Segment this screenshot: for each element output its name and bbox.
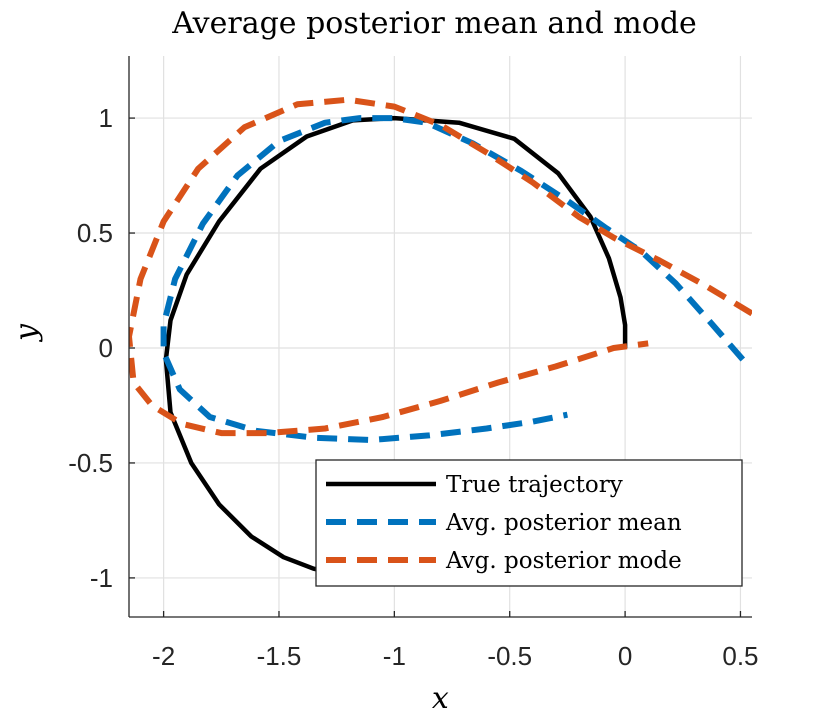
x-tick-label: -1 [383, 641, 406, 671]
x-tick-label: -0.5 [487, 641, 532, 671]
x-tick-label: 0 [618, 641, 632, 671]
y-tick-label: 0.5 [77, 218, 113, 248]
x-tick-label: -2 [152, 641, 175, 671]
legend-label-1: True trajectory [446, 472, 623, 498]
y-tick-label: 0 [99, 333, 113, 363]
axes [128, 56, 752, 618]
tick-labels: -2 -1.5 -1 -0.5 0 0.5 -1 -0.5 0 0.5 1 [68, 103, 758, 671]
y-tick-label: -0.5 [68, 448, 113, 478]
x-axis-label: x [432, 681, 449, 716]
x-tick-label: 0.5 [722, 641, 758, 671]
legend-label-3: Avg. posterior mode [445, 548, 682, 574]
series-layer [129, 96, 752, 574]
series-line-1 [163, 115, 628, 574]
x-tick-label: -1.5 [257, 641, 302, 671]
legend: True trajectory Avg. posterior mean Avg. p… [315, 459, 743, 587]
legend-label-2: Avg. posterior mean [445, 510, 682, 536]
grid [129, 56, 752, 617]
series-line-3 [129, 96, 752, 437]
y-tick-label: -1 [90, 563, 113, 593]
y-tick-label: 1 [99, 103, 113, 133]
series-line-2 [160, 115, 746, 443]
y-axis-label: y [9, 323, 44, 343]
chart-title: Average posterior mean and mode [171, 6, 697, 41]
legend-box [315, 459, 743, 587]
